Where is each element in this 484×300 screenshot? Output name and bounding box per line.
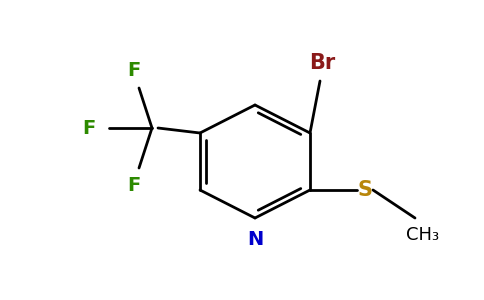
Text: F: F (127, 61, 141, 80)
Text: S: S (358, 180, 373, 200)
Text: CH₃: CH₃ (407, 226, 439, 244)
Text: Br: Br (309, 53, 335, 73)
Text: F: F (127, 176, 141, 195)
Text: F: F (82, 118, 95, 137)
Text: N: N (247, 230, 263, 249)
